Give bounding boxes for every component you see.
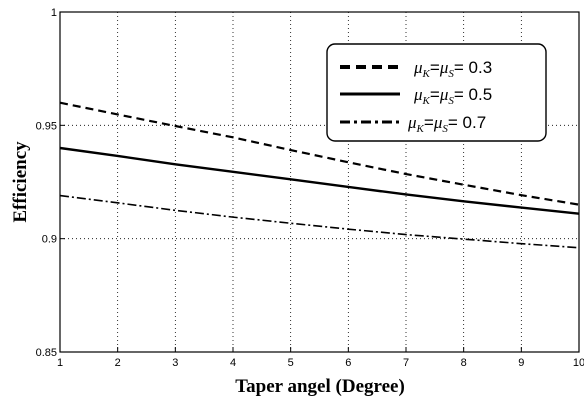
series-line-2 (59, 194, 580, 249)
x-tick-label: 6 (345, 357, 351, 369)
series-line-1 (59, 146, 580, 215)
axis-ticks: 1 2 3 4 5 6 7 8 9 10 0.85 0.9 0.95 1 (36, 7, 584, 369)
x-tick-label: 8 (461, 357, 467, 369)
legend-label-1-eq: = (430, 85, 440, 104)
plot-frame (59, 11, 580, 353)
legend-label-2-s: S (442, 123, 448, 135)
x-axis-title: Taper angel (Degree) (235, 376, 405, 397)
legend-label-0-value: = 0.3 (454, 58, 492, 77)
series-lines (59, 101, 580, 249)
x-tick-label: 1 (57, 357, 63, 369)
legend-label-2: μK=μS= 0.7 (407, 113, 486, 135)
legend-label-0-mu-s: μ (439, 58, 449, 77)
legend-label-2-value: = 0.7 (448, 113, 486, 132)
legend-label-0-mu-k: μ (413, 58, 423, 77)
legend-label-1-mu-s: μ (439, 85, 449, 104)
x-tick-label: 5 (288, 357, 294, 369)
x-tick-label: 4 (230, 357, 236, 369)
x-tick-label: 2 (115, 357, 121, 369)
legend-label-1: μK=μS= 0.5 (413, 85, 492, 107)
legend-label-2-k: K (416, 123, 425, 135)
x-tick-label: 3 (172, 357, 178, 369)
legend-label-1-value: = 0.5 (454, 85, 492, 104)
legend-label-1-mu-k: μ (413, 85, 423, 104)
legend-label-1-k: K (422, 95, 431, 107)
y-tick-label: 1 (51, 7, 57, 19)
x-tick-label: 9 (518, 357, 524, 369)
legend-label-2-eq: = (424, 113, 434, 132)
y-axis-title: Efficiency (10, 141, 31, 223)
legend: μK=μS= 0.3 μK=μS= 0.5 μK=μS= 0.7 (326, 43, 547, 142)
y-tick-label: 0.9 (42, 234, 57, 246)
y-tick-label: 0.85 (36, 347, 57, 359)
legend-label-2-mu-s: μ (433, 113, 443, 132)
legend-label-0: μK=μS= 0.3 (413, 58, 492, 80)
y-tick-label: 0.95 (36, 120, 57, 132)
x-tick-label: 7 (403, 357, 409, 369)
legend-label-1-s: S (448, 95, 454, 107)
legend-label-0-eq: = (430, 58, 440, 77)
x-tick-label: 10 (573, 357, 584, 369)
legend-label-0-s: S (448, 68, 454, 80)
series-line-0 (59, 101, 580, 206)
legend-label-0-k: K (422, 68, 431, 80)
legend-label-2-mu-k: μ (407, 113, 417, 132)
